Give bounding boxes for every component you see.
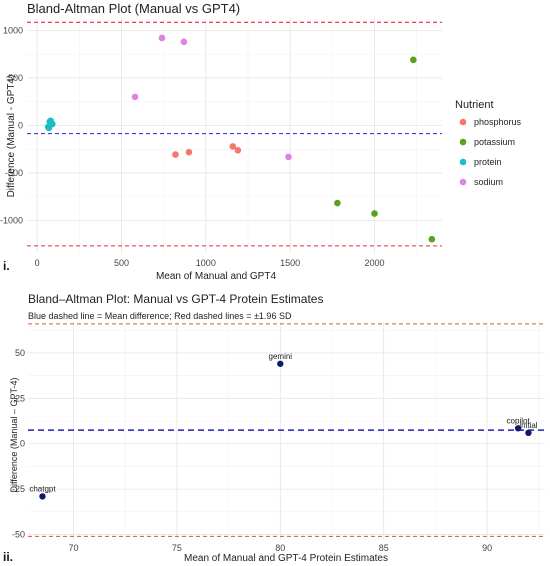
point-label-initial: initial — [519, 421, 537, 430]
x-tick-label: 80 — [275, 543, 285, 553]
point-phosphorus — [229, 143, 237, 150]
legend-key-sodium — [459, 178, 467, 186]
x-axis-label: Mean of Manual and GPT4 — [156, 271, 277, 282]
legend: Nutrient phosphorus potassium protein sodiu… — [455, 99, 522, 187]
legend-title: Nutrient — [455, 99, 494, 111]
point-phosphorus — [234, 146, 242, 154]
x-tick-label: 90 — [482, 543, 492, 553]
point-copilot — [514, 425, 522, 432]
y-tick-label: -50 — [12, 530, 25, 540]
grid — [27, 18, 442, 253]
panel-label-i: i. — [3, 259, 10, 273]
chart-title: Bland-Altman Plot (Manual vs GPT4) — [27, 1, 240, 16]
y-tick-label: -500 — [5, 168, 23, 178]
point-sodium — [285, 153, 292, 161]
legend-key-phosphorus — [459, 118, 467, 126]
y-axis-label: Difference (Manual - GPT4) — [6, 75, 17, 198]
point-label-chatgpt: chatgpt — [29, 484, 56, 493]
point-protein — [45, 124, 53, 132]
point-chatgpt — [39, 493, 46, 500]
y-tick-label: 500 — [8, 73, 23, 83]
point-sodium — [158, 34, 166, 42]
point-potassium — [334, 199, 341, 207]
x-axis-label: Mean of Manual and GPT-4 Protein Estimat… — [184, 553, 388, 564]
x-tick-label: 2000 — [365, 258, 385, 268]
legend-key-potassium — [459, 138, 467, 146]
chart-subtitle: Blue dashed line = Mean difference; Red … — [28, 311, 292, 321]
y-tick-label: 0 — [18, 121, 23, 131]
legend-label-sodium: sodium — [474, 177, 503, 187]
point-potassium — [410, 56, 417, 64]
point-phosphorus — [185, 148, 193, 156]
x-tick-label: 85 — [379, 543, 389, 553]
reference-lines — [27, 21, 442, 247]
point-sodium — [131, 93, 139, 101]
chart-panel-i: Bland-Altman Plot (Manual vs GPT4) 0 500 1… — [0, 1, 522, 282]
chart-panel-ii: Bland–Altman Plot: Manual vs GPT-4 Prote… — [9, 292, 545, 564]
legend-label-phosphorus: phosphorus — [474, 117, 522, 127]
legend-label-protein: protein — [474, 157, 502, 167]
x-tick-label: 1500 — [280, 258, 300, 268]
y-tick-label: 0 — [20, 439, 25, 449]
x-tick-label: 1000 — [196, 258, 216, 268]
legend-label-potassium: potassium — [474, 137, 515, 147]
point-phosphorus — [172, 151, 179, 158]
tick-labels: 70 75 80 85 90 -50 -25 0 25 50 — [12, 348, 492, 553]
panel-label-ii: ii. — [3, 550, 13, 564]
chart-title: Bland–Altman Plot: Manual vs GPT-4 Prote… — [28, 292, 323, 306]
tick-labels: 0 500 1000 1500 2000 -1000 -500 0 500 1000 — [0, 25, 385, 268]
grid — [28, 322, 545, 540]
y-tick-label: -25 — [12, 484, 25, 494]
y-tick-label: 1000 — [3, 25, 23, 35]
y-axis-label: Difference (Manual – GPT-4) — [9, 378, 19, 493]
point-sodium — [180, 38, 188, 46]
data-points — [44, 34, 436, 243]
point-initial — [525, 429, 532, 437]
y-tick-label: -1000 — [0, 216, 23, 226]
point-label-gemini: gemini — [269, 352, 293, 361]
x-tick-label: 0 — [35, 258, 40, 268]
x-tick-label: 75 — [172, 543, 182, 553]
x-tick-label: 70 — [68, 543, 78, 553]
point-label-copilot: copilot — [507, 416, 531, 425]
point-potassium — [428, 235, 436, 243]
y-tick-label: 50 — [15, 348, 25, 358]
point-gemini — [277, 360, 284, 367]
x-tick-label: 500 — [114, 258, 129, 268]
legend-key-protein — [459, 158, 467, 166]
point-potassium — [371, 210, 378, 217]
reference-lines — [28, 323, 545, 537]
y-tick-label: 25 — [15, 393, 25, 403]
